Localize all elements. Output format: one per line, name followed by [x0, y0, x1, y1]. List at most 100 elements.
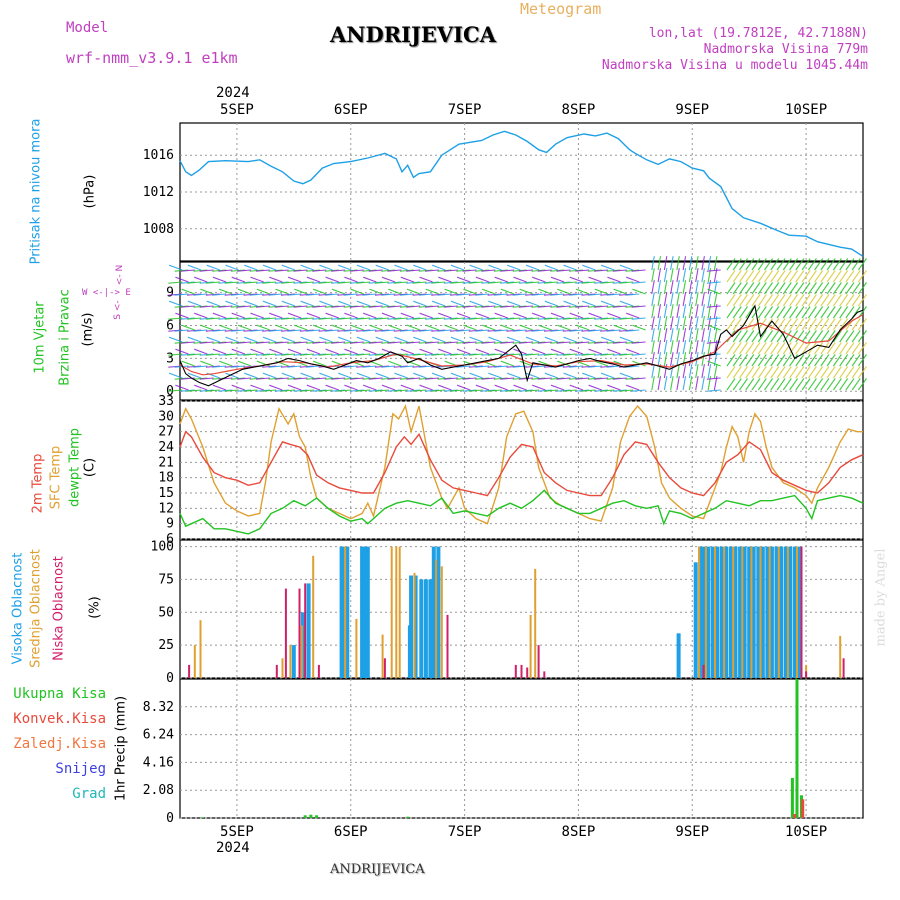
wind-arrow: [795, 378, 805, 391]
wind-arrow: [337, 389, 352, 392]
wind-arrow: [857, 270, 867, 283]
wind-arrow: [713, 256, 718, 271]
wind-arrow: [500, 377, 515, 380]
wind-arrow: [569, 348, 584, 355]
wind-arrow: [606, 365, 621, 368]
cloud-bar-low: [304, 583, 307, 678]
cloud-bar-low: [275, 664, 278, 678]
wind-arrow: [306, 329, 321, 332]
wind-arrow: [488, 336, 502, 343]
wind-arrow: [670, 376, 674, 391]
wind-arrow: [757, 258, 767, 271]
cloud-bar-low: [702, 664, 705, 678]
wind-arrow: [757, 294, 767, 307]
wind-arrow: [518, 305, 533, 308]
wind-arrow: [801, 330, 811, 343]
wind-arrow: [676, 304, 680, 319]
wind-arrow: [739, 330, 748, 343]
wind-arrow: [851, 366, 861, 379]
wind-arrow: [187, 353, 202, 356]
wind-arrow: [739, 378, 748, 391]
temp-tick-label: 18: [158, 471, 174, 486]
wind-arrow: [795, 282, 805, 295]
precip-bar-total: [201, 817, 205, 818]
cloud-bar-high: [783, 546, 788, 678]
wind-arrow: [676, 256, 680, 271]
wind-arrow: [626, 348, 640, 355]
wind-arrow: [688, 304, 693, 319]
wind-arrow: [631, 317, 646, 320]
wind-arrow: [494, 384, 508, 391]
wind-arrow: [845, 306, 855, 319]
wind-arrow: [695, 340, 699, 355]
wind-arrow: [331, 377, 346, 380]
wind-arrow: [826, 342, 836, 355]
temp-tick-label: 33: [158, 394, 174, 409]
wind-arrow: [431, 336, 446, 343]
wind-arrow: [550, 276, 565, 283]
wind-arrow: [280, 389, 296, 392]
wind-arrow: [706, 269, 721, 272]
wind-arrow: [175, 384, 189, 391]
wind-arrow: [418, 329, 433, 332]
wind-arrow: [356, 336, 371, 343]
wind-arrow: [739, 306, 748, 319]
wind-arrow: [331, 341, 346, 344]
wind-arrow: [406, 288, 421, 295]
wind-arrow: [280, 353, 296, 356]
wind-arrow: [851, 378, 861, 391]
wind-arrow: [826, 366, 836, 379]
wind-arrow: [400, 384, 415, 391]
wind-arrow: [319, 300, 333, 307]
wind-arrow: [513, 312, 527, 319]
wind-arrow: [456, 329, 471, 332]
wind-arrow: [500, 305, 515, 308]
wind-arrow: [500, 341, 515, 344]
wind-arrow: [294, 324, 308, 331]
wind-arrow: [832, 366, 842, 379]
wind-arrow: [369, 324, 383, 331]
wind-arrow: [519, 360, 534, 367]
wind-arrow: [450, 264, 465, 271]
wind-arrow: [550, 293, 565, 296]
wind-arrow: [713, 292, 718, 307]
wind-arrow: [199, 377, 214, 380]
wind-arrow: [500, 269, 515, 272]
wind-arrow: [212, 329, 227, 332]
wind-arrow: [820, 258, 830, 271]
cloud-bar-high: [419, 579, 424, 678]
wind-arrow: [776, 282, 786, 295]
wind-arrow: [770, 342, 780, 355]
wind-arrow: [764, 378, 774, 391]
wind-arrow: [851, 318, 861, 331]
cloud-bar-low: [520, 664, 523, 678]
wind-arrow: [462, 269, 477, 272]
wind-arrow: [318, 317, 333, 320]
wind-arrow: [543, 281, 558, 284]
cloud-bar-high: [710, 546, 715, 678]
wind-arrow: [469, 372, 483, 379]
wind-arrow: [726, 318, 736, 331]
wind-arrow: [507, 300, 521, 307]
cloud-bar-mid: [759, 546, 762, 678]
cloud-bar-low: [543, 671, 546, 678]
wind-arrow: [338, 264, 352, 271]
cloud-bar-mid: [413, 572, 416, 678]
cloud-bar-high: [760, 546, 765, 678]
wind-arrow: [600, 300, 615, 307]
wind-arrow: [764, 318, 774, 331]
wind-arrow: [845, 354, 855, 367]
wind-arrow: [344, 348, 358, 355]
wind-arrow: [374, 281, 389, 284]
wind-arrow: [776, 306, 786, 319]
model-elevation-label: Nadmorska Visina u modelu 1045.44m: [601, 58, 868, 73]
cloud-bar-mid: [312, 555, 315, 678]
wind-arrow: [374, 317, 389, 320]
wind-arrow: [607, 384, 621, 391]
wind-arrow: [795, 342, 805, 355]
wind-arrow: [707, 256, 712, 271]
wind-arrow: [745, 270, 755, 283]
wind-arrow: [726, 282, 736, 295]
wind-arrow: [250, 276, 264, 283]
